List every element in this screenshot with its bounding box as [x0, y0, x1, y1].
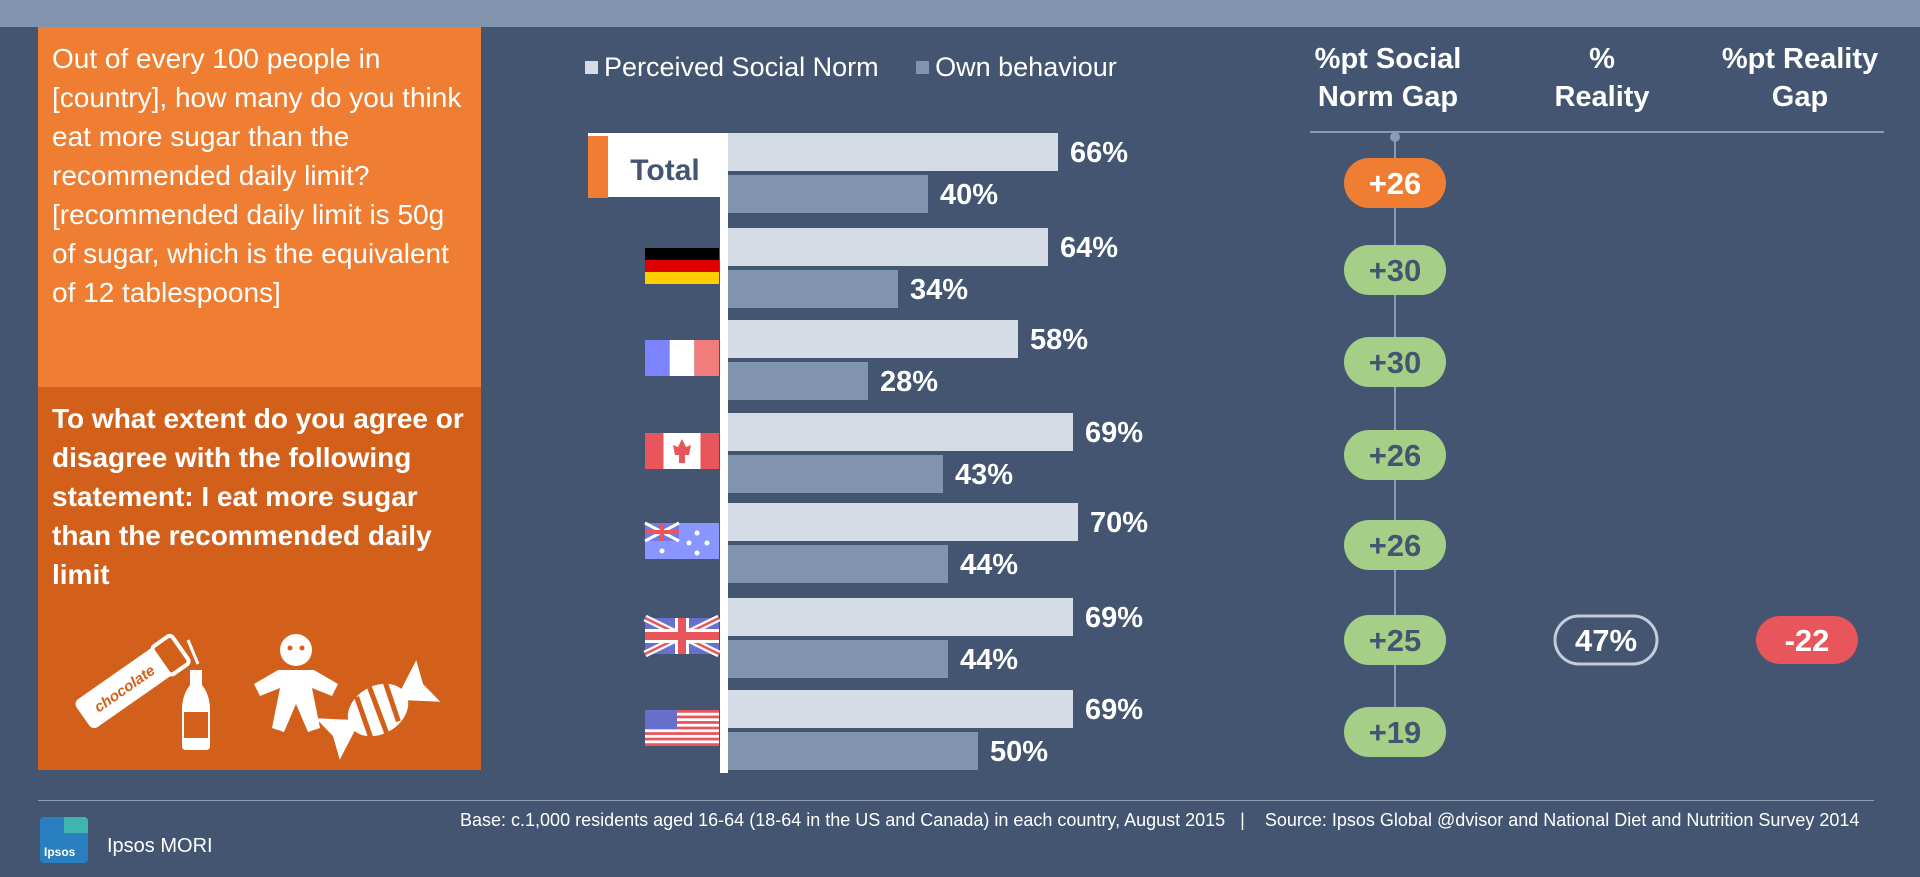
reality-gap-value: -22: [1785, 623, 1830, 658]
bar-perceived-germany: [728, 228, 1048, 266]
reality-value: 47%: [1575, 623, 1637, 658]
label-perceived: 69%: [1085, 602, 1143, 634]
bar-own-great-britain: [728, 640, 948, 678]
flag-germany-stripe: [645, 260, 719, 272]
bar-perceived-great-britain: [728, 598, 1073, 636]
question-one-panel: Out of every 100 people in [country], ho…: [38, 27, 481, 387]
total-label-box: [588, 133, 720, 197]
flag-usa-stripe: [645, 710, 719, 713]
reality-pill: [1553, 614, 1659, 666]
header-reality: % Reality: [1554, 43, 1650, 113]
footer-source: Base: c.1,000 residents aged 16-64 (18-6…: [460, 810, 1860, 830]
chart-legend: Perceived Social Norm Own behaviour: [585, 52, 1147, 83]
flag-australia-star: [686, 540, 692, 546]
ipsos-logo: Ipsos: [40, 817, 88, 863]
maple-leaf-icon: [673, 439, 691, 463]
bar-perceived-usa: [728, 690, 1073, 728]
soda-bottle-icon: [182, 639, 210, 750]
label-perceived: 64%: [1060, 232, 1118, 264]
candy-icon: [315, 660, 441, 760]
label-own: 40%: [940, 179, 998, 211]
flag-australia-cross: [645, 530, 679, 534]
gap-value: +30: [1369, 345, 1422, 380]
flag-australia-star: [694, 530, 700, 536]
flag-france-stripe: [669, 340, 695, 376]
flag-australia-star: [704, 540, 710, 546]
label-perceived: 70%: [1090, 507, 1148, 539]
gap-value: +26: [1369, 528, 1422, 563]
flag-canada-stripe: [700, 433, 719, 469]
legend-own: Own behaviour: [916, 52, 1117, 82]
bar-own-total: [728, 175, 928, 213]
gap-value: +19: [1369, 715, 1422, 750]
header-social-norm-gap: %pt Social Norm Gap: [1314, 43, 1462, 113]
gap-column-dot: [1390, 132, 1400, 142]
label-own: 50%: [990, 736, 1048, 768]
gap-pill-usa: [1344, 707, 1446, 757]
flag-france-stripe: [694, 340, 719, 376]
flag-australia-star: [694, 550, 700, 556]
flag-usa-stripe: [645, 726, 719, 730]
label-perceived: 69%: [1085, 694, 1143, 726]
gap-pill-australia: [1344, 520, 1446, 570]
gingerbread-man-icon: [254, 634, 338, 732]
flag-usa-stripe: [645, 732, 719, 735]
flag-usa-canton: [645, 710, 677, 729]
bar-perceived-france: [728, 320, 1018, 358]
label-own: 34%: [910, 274, 968, 306]
bar-own-canada: [728, 455, 943, 493]
flag-germany-icon: [645, 248, 719, 260]
bar-perceived-australia: [728, 503, 1078, 541]
flag-australia-star: [659, 548, 665, 554]
footer-divider: [38, 800, 1874, 801]
bar-perceived-total: [728, 133, 1058, 171]
gap-value: +30: [1369, 253, 1422, 288]
top-bar: [0, 0, 1920, 27]
reality-gap-pill: [1756, 616, 1858, 664]
gap-pill-total: [1344, 158, 1446, 208]
gap-value: +26: [1369, 438, 1422, 473]
flag-usa-stripe: [645, 715, 719, 719]
flag-canada-stripe: [645, 433, 664, 469]
label-own: 28%: [880, 366, 938, 398]
question-two-panel: To what extent do you agree or disagree …: [38, 387, 481, 770]
label-own: 44%: [960, 549, 1018, 581]
flag-france-icon: [645, 340, 670, 376]
bar-own-australia: [728, 545, 948, 583]
legend-perceived: Perceived Social Norm: [585, 52, 879, 82]
question-two-text: To what extent do you agree or disagree …: [52, 403, 464, 590]
label-own: 43%: [955, 459, 1013, 491]
header-reality-gap: %pt Reality Gap: [1721, 43, 1879, 113]
bar-perceived-canada: [728, 413, 1073, 451]
flag-usa-stripe: [645, 743, 719, 746]
bar-own-germany: [728, 270, 898, 308]
category-label-total: Total: [630, 154, 699, 187]
flag-usa-stripe: [645, 737, 719, 741]
gap-pill-canada: [1344, 430, 1446, 480]
chart-axis: [720, 133, 728, 773]
bar-own-france: [728, 362, 868, 400]
total-label-accent: [588, 136, 608, 198]
label-perceived: 66%: [1070, 137, 1128, 169]
gap-pill-great-britain: [1344, 615, 1446, 665]
gap-value: +25: [1369, 623, 1422, 658]
flag-uk-cross: [645, 632, 719, 640]
flag-usa-stripe: [645, 721, 719, 724]
gap-pill-france: [1344, 337, 1446, 387]
brand-name: Ipsos MORI: [107, 835, 213, 857]
question-one-text: Out of every 100 people in [country], ho…: [52, 43, 462, 308]
label-own: 44%: [960, 644, 1018, 676]
sugar-icons: chocolate: [75, 633, 441, 760]
label-perceived: 69%: [1085, 417, 1143, 449]
bar-own-usa: [728, 732, 978, 770]
gap-value: +26: [1369, 166, 1422, 201]
gap-pill-germany: [1344, 245, 1446, 295]
flag-germany-stripe: [645, 272, 719, 284]
header-divider: [1310, 131, 1884, 133]
label-perceived: 58%: [1030, 324, 1088, 356]
